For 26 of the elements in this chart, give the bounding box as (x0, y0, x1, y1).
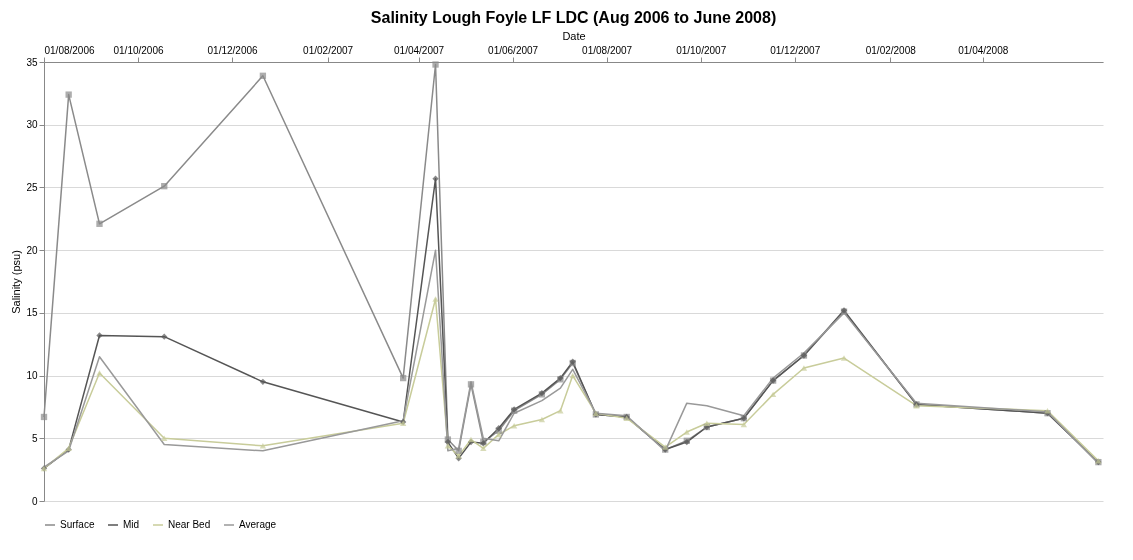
x-tick-label: 01/02/2008 (865, 44, 917, 56)
x-tick-label: 01/08/2006 (44, 44, 95, 56)
x-tick-label: 01/02/2007 (303, 44, 354, 56)
y-tick-label: 15 (26, 307, 38, 319)
x-axis-title: Date (562, 29, 586, 42)
x-tick-label: 01/10/2007 (676, 44, 727, 56)
legend-label: Near Bed (168, 519, 211, 530)
x-tick-label: 01/08/2007 (582, 44, 633, 56)
x-tick-label: 01/10/2006 (113, 44, 164, 56)
y-axis-title: Salinity (psu) (10, 250, 23, 314)
x-tick-label: 01/12/2007 (770, 44, 821, 56)
y-tick-label: 5 (31, 432, 38, 444)
x-tick-label: 01/04/2008 (958, 44, 1009, 56)
y-tick-label: 30 (26, 119, 38, 131)
x-tick-label: 01/04/2007 (394, 44, 445, 56)
y-tick-label: 0 (31, 495, 38, 507)
legend-label: Average (239, 519, 277, 530)
y-tick-label: 20 (26, 244, 38, 256)
x-tick-label: 01/06/2007 (488, 44, 539, 56)
legend-label: Surface (60, 519, 95, 530)
y-tick-label: 10 (26, 370, 38, 382)
y-tick-label: 35 (26, 56, 38, 68)
y-tick-label: 25 (26, 181, 38, 193)
legend-label: Mid (123, 519, 140, 530)
x-tick-label: 01/12/2006 (207, 44, 259, 56)
chart-title: Salinity Lough Foyle LF LDC (Aug 2006 to June 2008) (370, 9, 777, 26)
